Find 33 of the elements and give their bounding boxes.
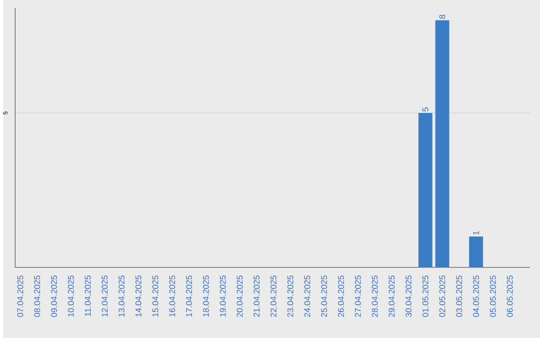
x-tick-label: 18.04.2025 [202,275,209,317]
x-tick-label: 14.04.2025 [135,275,142,317]
x-tick-label: 07.04.2025 [17,275,24,317]
x-tick-label: 01.05.2025 [422,275,428,317]
x-tick-label: 22.04.2025 [270,275,276,317]
x-tick-label: 04.05.2025 [473,275,480,317]
x-tick-label: 06.05.2025 [506,275,513,317]
x-tick-label: 29.04.2025 [388,275,395,317]
x-tick-label: 13.04.2025 [118,275,125,317]
x-tick-label: 16.04.2025 [169,275,176,317]
x-tick-label: 20.04.2025 [236,275,243,317]
x-tick-label: 17.04.2025 [186,275,192,317]
x-tick-label: 10.04.2025 [68,275,74,317]
x-tick-label: 19.04.2025 [220,275,226,317]
data-label: 8 [439,14,446,19]
x-tick-label: 08.04.2025 [34,275,40,317]
x-tick-label: 26.04.2025 [338,275,344,317]
x-tick-label: 28.04.2025 [372,275,378,317]
x-tick-label: 05.05.2025 [490,275,496,317]
data-label: 1 [473,231,479,235]
x-tick-label: 15.04.2025 [152,275,158,317]
x-tick-label: 24.04.2025 [304,275,310,317]
x-tick-label: 11.04.2025 [84,275,91,316]
x-tick-label: 30.04.2025 [406,275,412,317]
x-tick-label: 09.04.2025 [51,275,57,317]
x-tick-label: 12.04.2025 [102,275,108,317]
x-tick-label: 25.04.2025 [321,275,328,317]
x-tick-label: 23.04.2025 [287,275,294,317]
x-tick-label: 03.05.2025 [456,275,462,317]
x-tick-label: 21.04.2025 [254,275,260,317]
data-label: 5 [422,107,428,112]
x-tick-label: 02.05.2025 [439,275,446,317]
x-tick-label: 27.04.2025 [354,275,361,317]
